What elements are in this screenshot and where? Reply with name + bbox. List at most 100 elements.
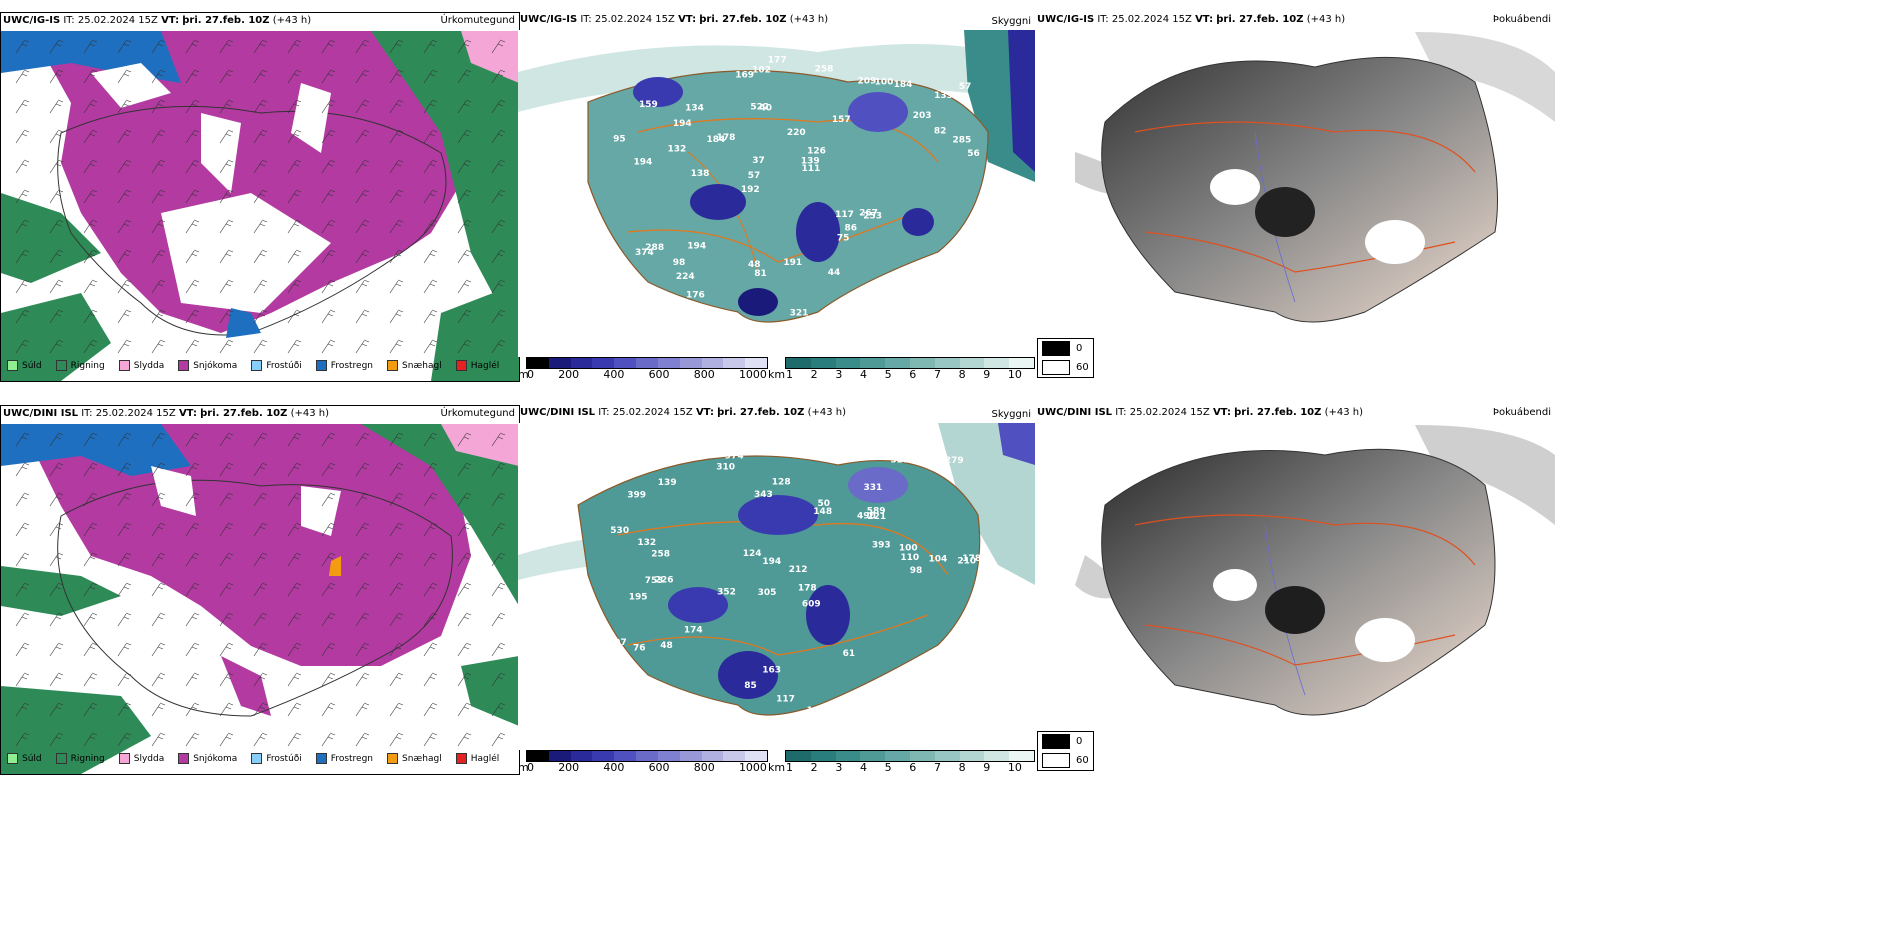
legend-swatch	[7, 753, 18, 764]
wind-barb	[321, 129, 336, 144]
ceiling-height-label: 117	[835, 210, 854, 220]
wind-barb	[83, 309, 98, 324]
ceiling-height-label: 974	[725, 451, 744, 461]
ceiling-height-label: 185	[816, 705, 835, 715]
wind-barb	[83, 129, 98, 144]
wind-barb	[15, 612, 30, 627]
legend-item: Haglél	[455, 753, 499, 764]
fog-swatch	[1042, 341, 1070, 356]
ceiling-height-label: 184	[807, 706, 826, 716]
wind-barb	[151, 432, 166, 447]
wind-barb	[423, 612, 438, 627]
colorbar-step	[679, 751, 702, 761]
ceiling-height-label: 194	[673, 119, 692, 129]
ceiling-height-label: 209	[858, 76, 877, 86]
wind-barb	[389, 339, 404, 354]
ceiling-height-label: 609	[802, 600, 821, 610]
ceiling-height-label: 37	[752, 156, 765, 166]
ceiling-unit: m	[518, 761, 529, 773]
wind-barb	[219, 642, 234, 657]
wind-barb	[253, 189, 268, 204]
wind-barb	[15, 522, 30, 537]
wind-barb	[423, 189, 438, 204]
wind-barb	[151, 189, 166, 204]
wind-barb	[49, 432, 64, 447]
wind-barb	[117, 522, 132, 537]
wind-barb	[457, 249, 472, 264]
wind-barb	[355, 642, 370, 657]
wind-barb	[49, 189, 64, 204]
fog-legend: 0 60	[1037, 731, 1094, 771]
wind-barb	[457, 39, 472, 54]
panel-variable-name: Úrkomutegund	[440, 408, 515, 419]
wind-barb	[15, 339, 30, 354]
legend-item: Slydda	[118, 753, 164, 764]
wind-barb	[117, 492, 132, 507]
wind-barb	[355, 702, 370, 717]
wind-barb	[457, 69, 472, 84]
ceiling-height-label: 95	[613, 135, 626, 145]
wind-barb	[83, 612, 98, 627]
ceiling-height-label: 54	[903, 668, 916, 678]
wind-barb	[117, 612, 132, 627]
wind-barb	[83, 672, 98, 687]
wind-barb	[287, 339, 302, 354]
wind-barb	[185, 69, 200, 84]
wind-barb	[219, 462, 234, 477]
ceiling-height-label: 227	[928, 294, 947, 304]
colorbar-step	[636, 751, 658, 761]
wind-barb	[287, 249, 302, 264]
wind-barb	[49, 612, 64, 627]
wind-barb	[491, 39, 506, 54]
wind-barb	[83, 279, 98, 294]
fog-legend-item: 0	[1038, 732, 1093, 751]
wind-barb	[355, 582, 370, 597]
wind-barb	[15, 582, 30, 597]
ceiling-height-label: 279	[945, 456, 964, 466]
colorbar-step	[745, 358, 767, 368]
legend-item: Haglél	[455, 360, 499, 371]
wind-barb	[83, 642, 98, 657]
ceiling-height-label: 191	[783, 258, 802, 268]
wind-barb	[151, 339, 166, 354]
fog-panel-bottom: UWC/DINI ISL IT: 25.02.2024 15Z VT: þri.…	[1035, 405, 1555, 773]
colorbar-step	[909, 751, 935, 761]
wind-barb	[117, 339, 132, 354]
ceiling-height-label: 82	[934, 127, 947, 137]
ceiling-height-label: 224	[676, 272, 695, 282]
wind-barb	[491, 279, 506, 294]
ceiling-height-label: 490	[857, 511, 876, 521]
ceiling-height-label: 48	[748, 260, 761, 270]
ceiling-height-label: 57	[748, 171, 761, 181]
wind-barb	[355, 522, 370, 537]
wind-barb	[83, 249, 98, 264]
precip-type-map-bottom	[1, 406, 519, 774]
legend-swatch	[251, 360, 263, 371]
ceiling-height-label: 132	[668, 144, 687, 154]
wind-barb	[117, 159, 132, 174]
ceiling-height-label: 50	[818, 499, 831, 509]
wind-barb	[83, 432, 98, 447]
panel-variable-name: Þokuábendi	[1492, 407, 1551, 418]
wind-barb	[253, 219, 268, 234]
ceiling-height-label: 134	[685, 104, 704, 114]
ceiling-height-label: 184	[707, 135, 726, 145]
wind-barb	[355, 279, 370, 294]
wind-barb	[15, 309, 30, 324]
ceiling-height-label: 157	[832, 115, 851, 125]
wind-barb	[287, 219, 302, 234]
panel-variable-name: Skyggni	[991, 16, 1031, 27]
wind-barb	[355, 612, 370, 627]
colorbar-step	[657, 358, 680, 368]
wind-barb	[219, 432, 234, 447]
wind-barb	[389, 129, 404, 144]
fog-map-top	[1075, 32, 1555, 323]
wind-barb	[423, 552, 438, 567]
wind-barb	[389, 309, 404, 324]
wind-barb	[219, 279, 234, 294]
wind-barb	[423, 642, 438, 657]
wind-barb	[457, 462, 472, 477]
wind-barb	[287, 189, 302, 204]
colorbar-step	[984, 751, 1010, 761]
legend-swatch	[387, 360, 399, 371]
